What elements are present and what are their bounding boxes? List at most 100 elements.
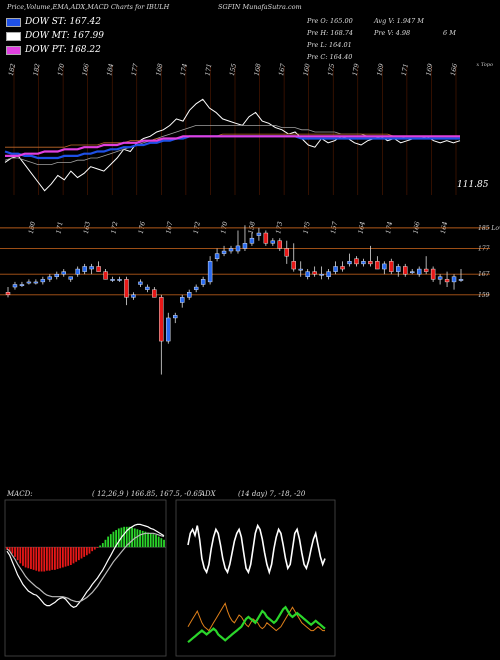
- candle-body: [75, 268, 80, 275]
- candle-body: [375, 261, 380, 270]
- macd-histogram-bar: [141, 530, 144, 548]
- macd-histogram-bar: [59, 547, 62, 569]
- candle-body: [131, 294, 136, 298]
- legend-label: DOW ST: 167.42: [25, 17, 101, 27]
- macd-histogram-bar: [160, 538, 163, 548]
- legend-swatch: [6, 45, 21, 55]
- level-label: 167: [478, 271, 490, 278]
- macd-histogram-bar: [72, 547, 75, 564]
- macd-histogram-bar: [107, 536, 110, 548]
- candle-body: [82, 266, 87, 272]
- macd-histogram-bar: [11, 547, 14, 554]
- macd-histogram-bar: [85, 547, 88, 556]
- candle-body: [96, 266, 101, 272]
- candle-body: [166, 317, 171, 342]
- candle-body: [228, 248, 234, 252]
- candle-body: [354, 258, 359, 265]
- candle-body: [451, 276, 457, 283]
- candle-body: [110, 279, 115, 281]
- candle-body: [103, 271, 108, 280]
- candle-body: [242, 243, 248, 249]
- legend-dow-mt: DOW MT: 167.99: [6, 31, 104, 41]
- candle-body: [305, 271, 310, 277]
- candle-body: [68, 276, 73, 280]
- macd-panel-frame: [4, 499, 167, 657]
- top-tick-label: 177: [130, 62, 140, 76]
- candle-body: [319, 273, 324, 276]
- macd-histogram-bar: [83, 547, 86, 557]
- candle-body: [186, 292, 192, 298]
- candle-body: [458, 279, 464, 281]
- macd-title: MACD:: [7, 490, 33, 498]
- candle-body: [312, 271, 317, 275]
- macd-histogram-bar: [91, 547, 94, 552]
- ema-series-line: [5, 135, 460, 157]
- macd-histogram-bar: [27, 547, 30, 569]
- candle-body: [180, 297, 185, 303]
- macd-histogram-bar: [61, 547, 64, 568]
- macd-histogram-bar: [35, 547, 38, 571]
- top-tick-label: 169: [424, 63, 434, 77]
- quote-low: Pre L: 164.01: [307, 41, 352, 49]
- macd-params: ( 12,26,9 ) 166.85, 167.5, -0.65: [92, 490, 203, 498]
- candle-body: [40, 279, 46, 283]
- candle-body: [214, 253, 220, 259]
- macd-histogram-bar: [67, 547, 70, 566]
- candle-body: [152, 289, 157, 298]
- macd-histogram-bar: [128, 526, 131, 548]
- macd-histogram-bar: [77, 547, 80, 561]
- macd-histogram-bar: [19, 547, 22, 564]
- candle-body: [416, 268, 422, 275]
- candle-body: [403, 266, 408, 275]
- legend-label: DOW MT: 167.99: [25, 31, 104, 41]
- macd-histogram-bar: [30, 547, 32, 570]
- candle-body: [221, 250, 227, 254]
- top-tick-label: 171: [400, 63, 410, 77]
- macd-histogram-bar: [53, 547, 56, 570]
- macd-histogram-bar: [131, 527, 133, 548]
- top-right-label: x Topo: [476, 62, 493, 68]
- candle-body: [437, 276, 443, 280]
- macd-histogram-bar: [125, 526, 128, 548]
- ema-series-line: [4, 135, 460, 160]
- candle-body: [138, 281, 143, 285]
- macd-histogram-bar: [24, 547, 27, 568]
- candle-body: [333, 266, 338, 272]
- top-tick-label: 166: [81, 63, 91, 77]
- candle-body: [19, 284, 25, 286]
- candle-body: [340, 266, 345, 270]
- macd-histogram-bar: [112, 531, 115, 548]
- adx-title: ADX: [200, 490, 216, 498]
- macd-histogram-bar: [136, 529, 139, 548]
- macd-line: [6, 523, 165, 608]
- adx-series-line: [187, 523, 326, 575]
- macd-histogram-bar: [56, 547, 59, 570]
- macd-histogram-bar: [88, 547, 91, 554]
- top-tick-label: 182: [32, 63, 42, 77]
- candle-body: [256, 232, 262, 236]
- top-tick-label: 160: [302, 63, 312, 77]
- top-tick-label: 182: [7, 63, 17, 77]
- quote-close: Pre C: 164.40: [307, 53, 353, 61]
- macd-histogram-bar: [80, 547, 83, 559]
- candle-body: [270, 240, 276, 244]
- macd-histogram-bar: [115, 530, 118, 548]
- macd-histogram-bar: [51, 547, 54, 570]
- macd-histogram-bar: [155, 534, 157, 548]
- candle-body: [284, 248, 289, 257]
- macd-histogram-bar: [149, 533, 152, 548]
- candle-body: [430, 268, 436, 280]
- macd-histogram-bar: [8, 547, 11, 552]
- candle-body: [89, 266, 94, 270]
- macd-histogram-bar: [157, 536, 160, 548]
- macd-histogram-bar: [96, 547, 99, 548]
- top-tick-label: 179: [351, 63, 361, 77]
- macd-histogram-bar: [32, 547, 35, 570]
- candle-body: [410, 271, 415, 274]
- top-tick-label: 168: [253, 63, 263, 77]
- top-tick-label: 174: [179, 63, 189, 77]
- macd-histogram-bar: [38, 547, 40, 572]
- quote-prev-volume: Pre V: 4.98: [374, 29, 411, 37]
- macd-histogram-bar: [22, 547, 24, 566]
